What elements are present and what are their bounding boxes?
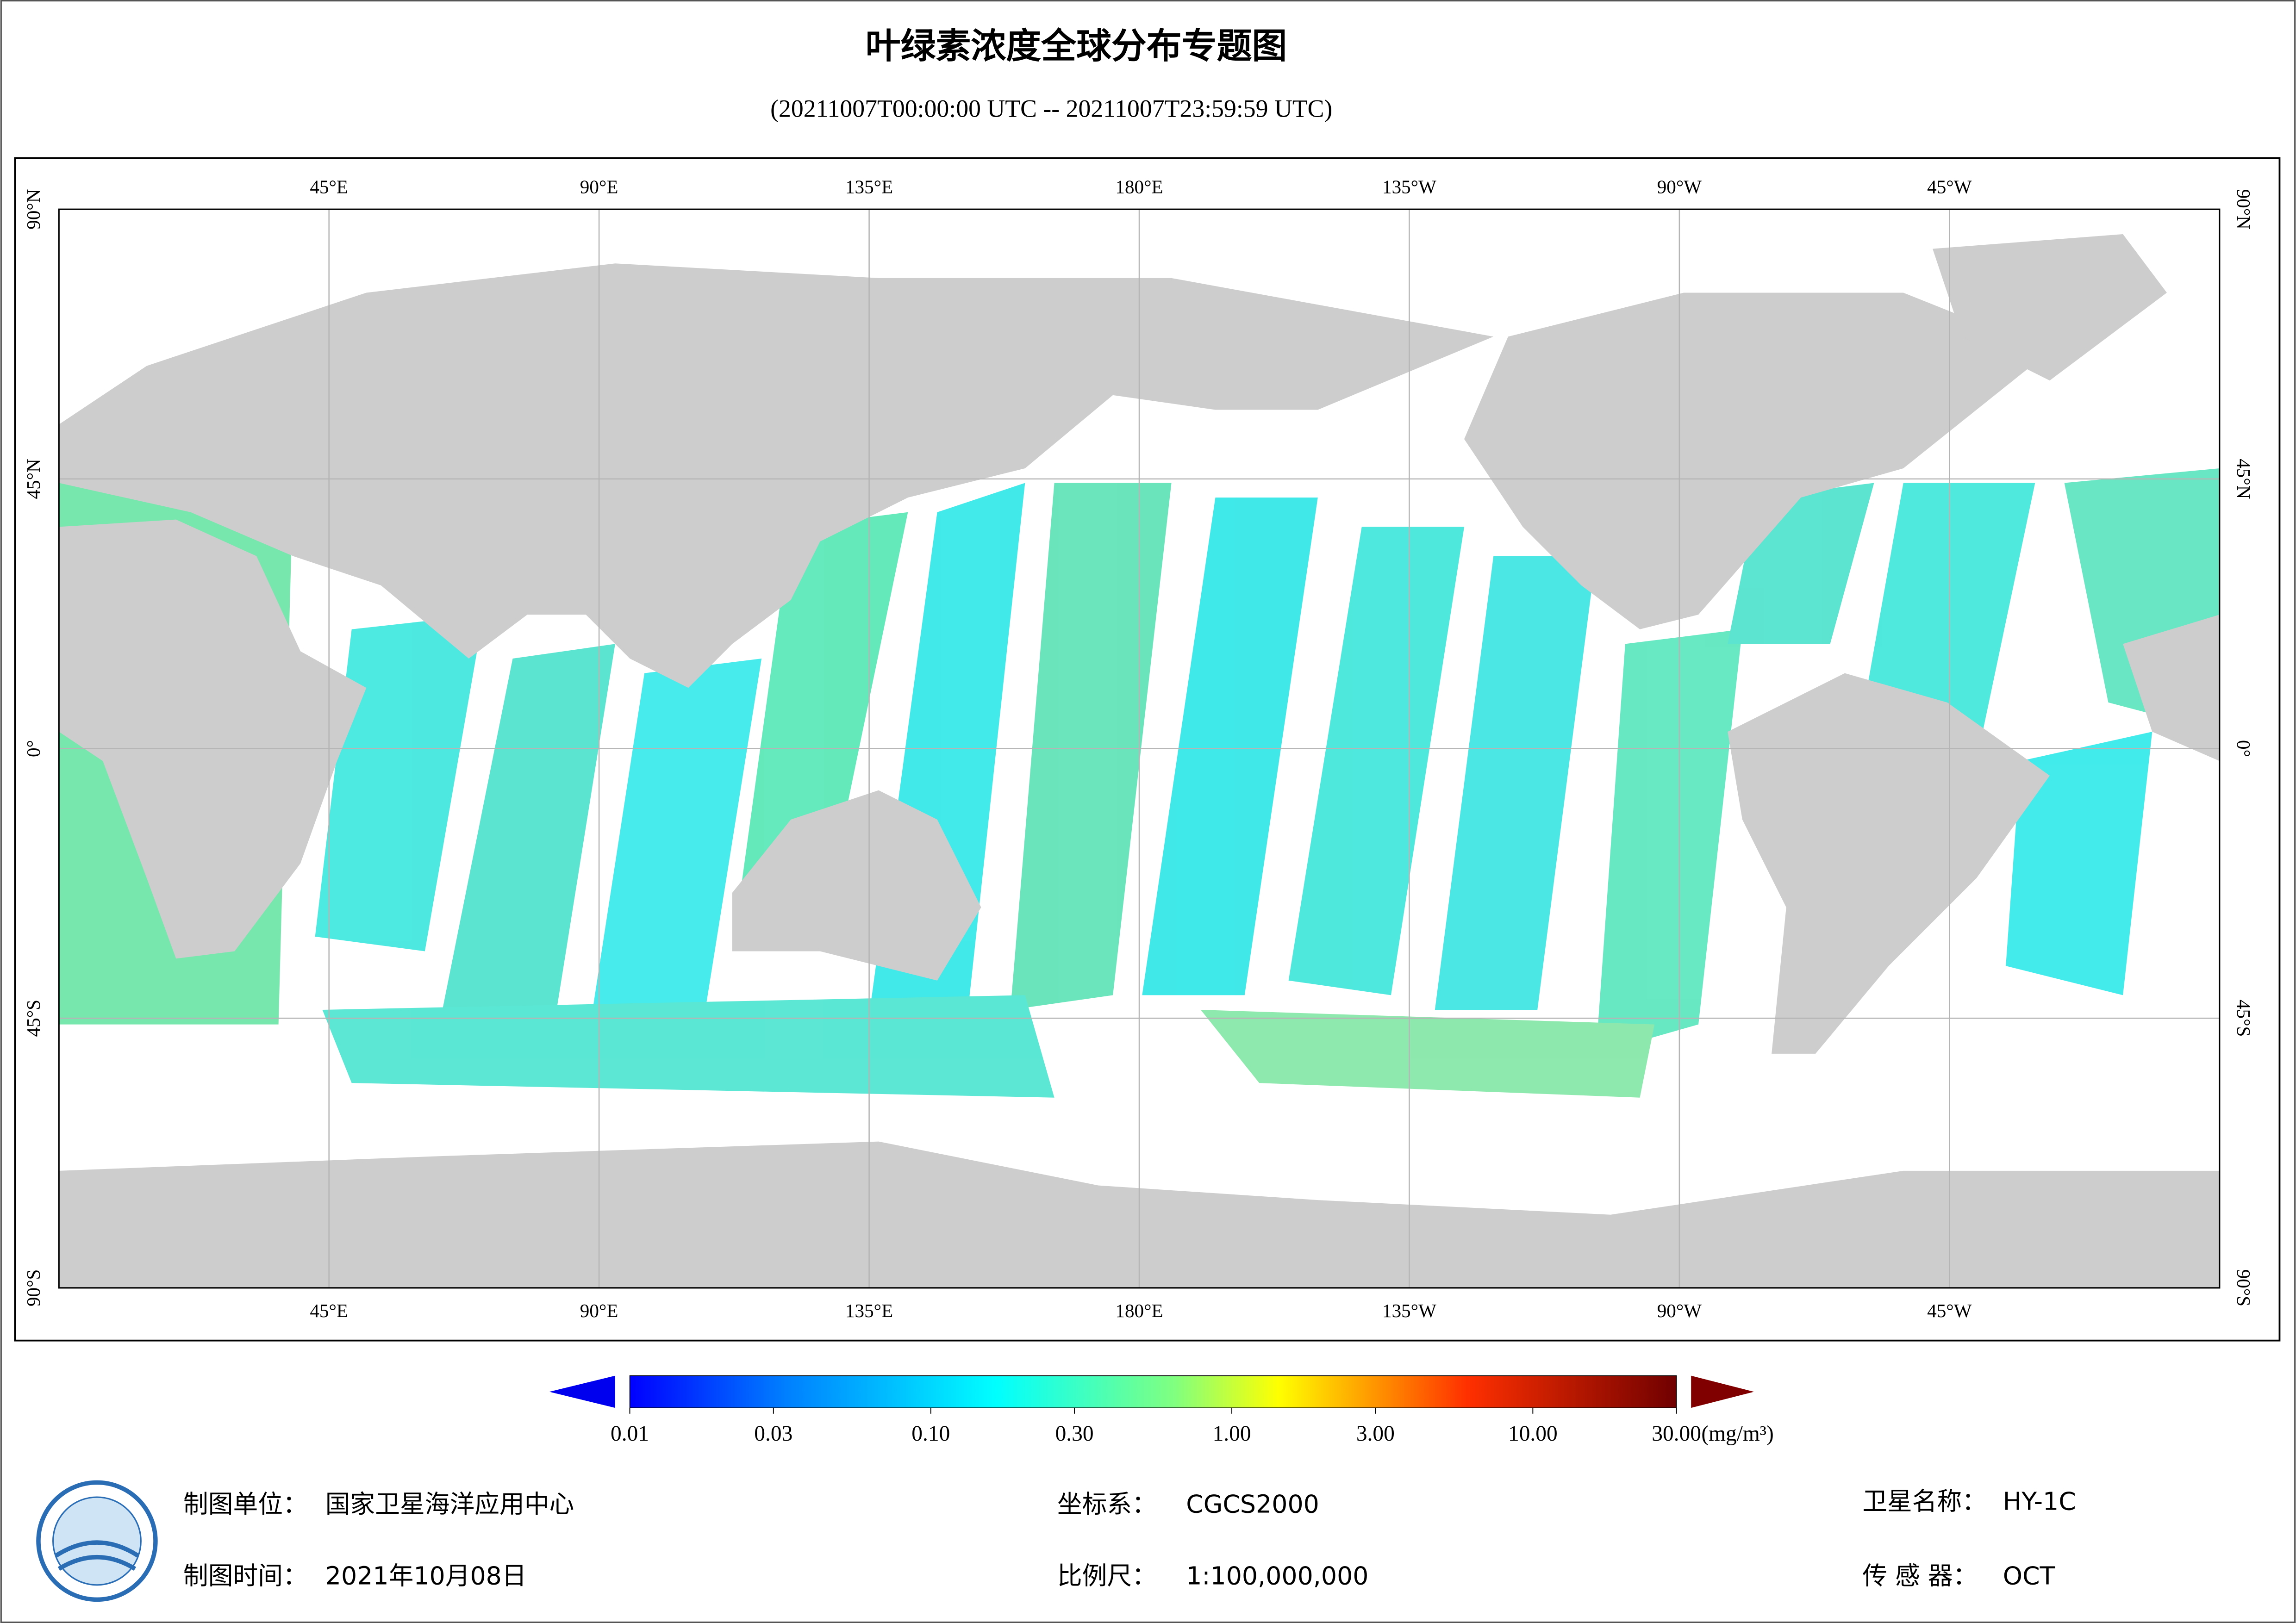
- latitude-label: 45°S: [2233, 1000, 2254, 1037]
- latitude-label: 45°S: [23, 1000, 44, 1037]
- map: [59, 209, 2220, 1288]
- longitude-label: 90°E: [580, 1300, 618, 1321]
- longitude-label: 135°W: [1382, 1300, 1436, 1321]
- logo: [36, 1480, 158, 1602]
- footer-value: 国家卫星海洋应用中心: [325, 1490, 574, 1519]
- footer-label: 制图单位：: [183, 1490, 308, 1519]
- longitude-label: 135°E: [845, 1300, 893, 1321]
- footer-label: 制图时间：: [183, 1561, 308, 1591]
- colorbar-tick-label: 10.00: [1508, 1422, 1558, 1446]
- longitude-label: 45°E: [310, 1300, 348, 1321]
- longitude-label: 90°W: [1657, 1300, 1702, 1321]
- latitude-label: 45°N: [2233, 459, 2254, 499]
- footer-value: CGCS2000: [1186, 1490, 1319, 1519]
- latitude-label: 90°S: [2233, 1269, 2254, 1306]
- latitude-label: 90°N: [23, 189, 44, 230]
- longitude-label: 45°W: [1927, 176, 1972, 197]
- title: 叶绿素浓度全球分布专题图: [866, 25, 1287, 66]
- colorbar-bar: [629, 1375, 1677, 1408]
- footer-label: 卫星名称：: [1862, 1486, 1987, 1516]
- colorbar-tick-label: 30.00: [1652, 1422, 1701, 1446]
- footer-value: 1:100,000,000: [1186, 1561, 1368, 1591]
- longitude-label: 135°E: [845, 176, 893, 197]
- longitude-label: 45°E: [310, 176, 348, 197]
- longitude-label: 90°W: [1657, 176, 1702, 197]
- latitude-label: 0°: [2233, 740, 2254, 757]
- latitude-label: 0°: [23, 740, 44, 757]
- subtitle: (20211007T00:00:00 UTC -- 20211007T23:59…: [770, 95, 1332, 123]
- longitude-label: 180°E: [1115, 1300, 1163, 1321]
- colorbar-under-arrow: [549, 1375, 615, 1408]
- graticule: [59, 209, 2220, 1288]
- footer-label: 传 感 器：: [1862, 1561, 1978, 1591]
- latitude-label: 45°N: [23, 459, 44, 499]
- colorbar-tick-label: 0.01: [611, 1422, 649, 1446]
- map-frame: [14, 157, 2281, 1342]
- longitude-label: 90°E: [580, 176, 618, 197]
- footer-value: HY-1C: [2003, 1486, 2076, 1516]
- colorbar: (mg/m³) 0.01 0.03 0.10 0.30 1.00 3.00 10.00 30.…: [549, 1375, 1774, 1446]
- longitude-label: 180°E: [1115, 176, 1163, 197]
- footer-value: OCT: [2003, 1561, 2055, 1591]
- colorbar-tick-label: 0.03: [754, 1422, 792, 1446]
- colorbar-over-arrow: [1691, 1375, 1754, 1408]
- colorbar-tick-label: 0.30: [1055, 1422, 1094, 1446]
- footer-value: 2021年10月08日: [325, 1561, 527, 1591]
- colorbar-tick-label: 3.00: [1356, 1422, 1395, 1446]
- colorbar-unit: (mg/m³): [1701, 1422, 1773, 1446]
- colorbar-tick-label: 1.00: [1213, 1422, 1251, 1446]
- longitude-label: 45°W: [1927, 1300, 1972, 1321]
- colorbar-tick-label: 0.10: [911, 1422, 950, 1446]
- footer-label: 坐标系：: [1057, 1490, 1157, 1519]
- latitude-label: 90°S: [23, 1269, 44, 1306]
- footer-label: 比例尺：: [1057, 1561, 1157, 1591]
- longitude-label: 135°W: [1382, 176, 1436, 197]
- latitude-label: 90°N: [2233, 189, 2254, 230]
- map-border: [58, 208, 2221, 1289]
